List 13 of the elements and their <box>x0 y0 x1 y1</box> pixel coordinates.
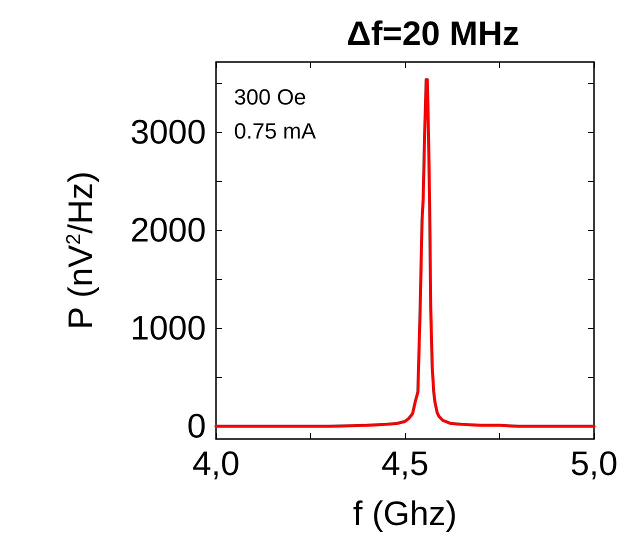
x-tick-label: 5,0 <box>570 445 618 483</box>
y-axis-title: P (nV2/Hz) <box>62 171 100 330</box>
x-tick-label: 4,0 <box>192 445 240 483</box>
y-tick-label: 2000 <box>130 211 206 250</box>
y-tick-label: 3000 <box>130 114 206 152</box>
annotation: 0.75 mA <box>234 118 316 144</box>
chart-title: Δf=20 MHz <box>346 15 520 53</box>
x-tick-label: 4,5 <box>381 445 429 483</box>
x-axis-title: f (Ghz) <box>353 495 457 533</box>
line-series <box>214 78 596 428</box>
y-tick-label: 1000 <box>130 309 206 348</box>
annotation: 300 Oe <box>234 84 306 110</box>
y-tick-label: 0 <box>187 407 206 446</box>
